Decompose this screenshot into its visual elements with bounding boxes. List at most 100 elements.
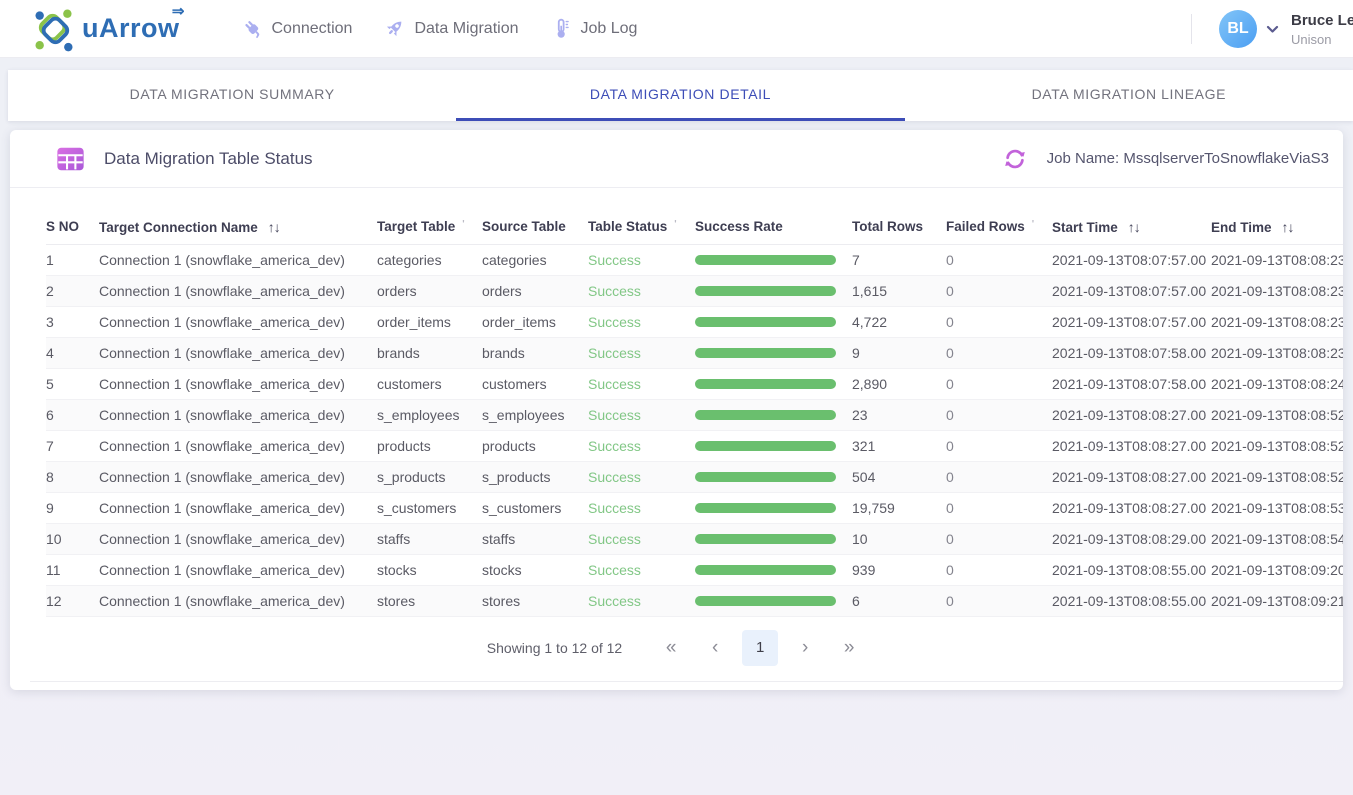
cell-connection: Connection 1 (snowflake_america_dev) [99,430,377,461]
cell-start_time: 2021-09-13T08:07:57.00 [1052,306,1211,337]
table-row: 10Connection 1 (snowflake_america_dev)st… [46,523,1343,554]
cell-start_time: 2021-09-13T08:07:57.00 [1052,244,1211,275]
cell-source_table: s_customers [482,492,588,523]
table-row: 7Connection 1 (snowflake_america_dev)pro… [46,430,1343,461]
cell-total_rows: 504 [852,461,946,492]
sort-icon[interactable]: ↑↓ [1282,219,1294,235]
column-header-connection[interactable]: Target Connection Name↑↓ [99,210,377,244]
column-header-start_time[interactable]: Start Time↑↓ [1052,210,1211,244]
cell-text: 2021-09-13T08:08:23.00 [1211,345,1343,361]
cell-connection: Connection 1 (snowflake_america_dev) [99,368,377,399]
tab-data-migration-lineage[interactable]: DATA MIGRATION LINEAGE [905,70,1353,121]
cell-end_time: 2021-09-13T08:08:23.00 [1211,244,1343,275]
cell-table_status: Success [588,306,695,337]
cell-s_no: 2 [46,275,99,306]
cell-connection: Connection 1 (snowflake_america_dev) [99,492,377,523]
cell-text: Success [588,531,641,547]
cell-table_status: Success [588,368,695,399]
cell-total_rows: 4,722 [852,306,946,337]
table-row: 3Connection 1 (snowflake_america_dev)ord… [46,306,1343,337]
cell-text: 0 [946,252,954,268]
cell-text: orders [377,283,417,299]
sort-icon[interactable]: ↑↓ [268,219,280,235]
previous-page-button[interactable]: ‹ [698,631,732,665]
cell-target_table: products [377,430,482,461]
column-header-end_time[interactable]: End Time↑↓ [1211,210,1343,244]
cell-text: 2021-09-13T08:07:58.00 [1052,345,1206,361]
cell-s_no: 7 [46,430,99,461]
cell-s_no: 3 [46,306,99,337]
cell-success_rate [695,585,852,616]
app-logo[interactable]: uArrow ⇒ [33,6,180,52]
avatar[interactable]: BL [1219,10,1257,48]
cell-text: Success [588,314,641,330]
cell-target_table: s_customers [377,492,482,523]
nav-item-connection[interactable]: Connection [242,18,353,39]
cell-text: staffs [377,531,410,547]
cell-end_time: 2021-09-13T08:08:53.00 [1211,492,1343,523]
table-header-row: S NOTarget Connection Name↑↓Target Table… [46,210,1343,244]
cell-text: Connection 1 (snowflake_america_dev) [99,407,345,423]
tab-data-migration-detail[interactable]: DATA MIGRATION DETAIL [456,70,904,121]
cell-failed_rows: 0 [946,554,1052,585]
cell-text: staffs [482,531,515,547]
cell-text: Success [588,469,641,485]
page-summary: Showing 1 to 12 of 12 [487,640,622,656]
cell-target_table: s_products [377,461,482,492]
cell-success_rate [695,306,852,337]
cell-text: 5 [46,376,54,392]
first-page-button[interactable]: « [654,631,688,665]
cell-end_time: 2021-09-13T08:08:52.00 [1211,461,1343,492]
cell-text: 0 [946,469,954,485]
cell-total_rows: 6 [852,585,946,616]
cell-target_table: customers [377,368,482,399]
success-rate-bar [695,441,836,451]
next-page-button[interactable]: › [788,631,822,665]
cell-start_time: 2021-09-13T08:08:27.00 [1052,430,1211,461]
card-title-group: Data Migration Table Status [55,144,313,174]
cell-text: 1 [46,252,54,268]
cell-text: 2021-09-13T08:08:55.00 [1052,562,1206,578]
cell-success_rate [695,523,852,554]
cell-text: 939 [852,562,875,578]
cell-text: 10 [852,531,868,547]
cell-table_status: Success [588,461,695,492]
cell-text: 2021-09-13T08:08:27.00 [1052,407,1206,423]
nav-item-job-log[interactable]: Job Log [551,18,638,39]
cell-connection: Connection 1 (snowflake_america_dev) [99,523,377,554]
cell-s_no: 12 [46,585,99,616]
nav-item-data-migration[interactable]: Data Migration [384,18,518,39]
cell-text: categories [377,252,442,268]
cell-text: 19,759 [852,500,895,516]
sort-icon[interactable]: ↑↓ [1128,219,1140,235]
current-page-button[interactable]: 1 [742,630,778,666]
cell-failed_rows: 0 [946,492,1052,523]
column-header-failed_rows[interactable]: Failed Rowsʹ [946,210,1052,244]
refresh-icon [1003,147,1027,171]
cell-failed_rows: 0 [946,306,1052,337]
nav-label: Job Log [581,20,638,38]
refresh-button[interactable] [1003,147,1027,171]
cell-text: products [377,438,431,454]
cell-text: 0 [946,593,954,609]
thermometer-icon [551,18,572,39]
cell-text: s_employees [482,407,565,423]
column-header-target_table[interactable]: Target Tableʹ [377,210,482,244]
tab-data-migration-summary[interactable]: DATA MIGRATION SUMMARY [8,70,456,121]
cell-text: 2021-09-13T08:07:57.00 [1052,283,1206,299]
last-page-button[interactable]: » [832,631,866,665]
cell-text: products [482,438,536,454]
table-row: 12Connection 1 (snowflake_america_dev)st… [46,585,1343,616]
cell-text: 2021-09-13T08:08:23.00 [1211,283,1343,299]
chevron-down-icon[interactable] [1266,25,1279,34]
column-header-table_status[interactable]: Table Statusʹ [588,210,695,244]
cell-source_table: stocks [482,554,588,585]
cell-text: 0 [946,531,954,547]
cell-total_rows: 9 [852,337,946,368]
cell-s_no: 10 [46,523,99,554]
cell-text: 2021-09-13T08:08:55.00 [1052,593,1206,609]
cell-text: brands [377,345,420,361]
cell-source_table: stores [482,585,588,616]
cell-failed_rows: 0 [946,368,1052,399]
table-row: 11Connection 1 (snowflake_america_dev)st… [46,554,1343,585]
